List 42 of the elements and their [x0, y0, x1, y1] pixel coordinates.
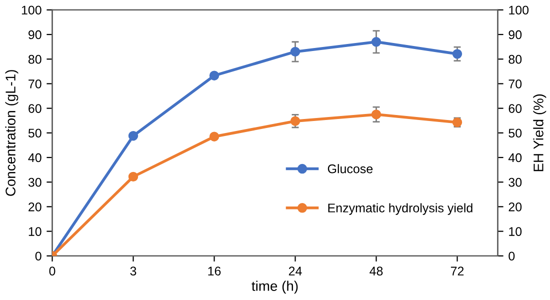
- x-tick-label: 0: [49, 266, 56, 276]
- y2-tick-label: 60: [508, 104, 522, 113]
- y-tick-label: 0: [35, 252, 42, 261]
- y-tick-label: 30: [28, 178, 42, 187]
- point: [371, 37, 382, 47]
- y2-tick-label: 70: [508, 80, 522, 88]
- point: [128, 130, 138, 141]
- y-tick-label: 90: [28, 30, 42, 40]
- y2-tick-label: 40: [508, 153, 522, 162]
- y2-tick-label: 20: [508, 202, 522, 212]
- y-tick-label: 10: [28, 227, 42, 236]
- point: [452, 49, 462, 59]
- x-tick-label: 16: [208, 266, 221, 276]
- point: [290, 46, 300, 57]
- point: [128, 172, 138, 182]
- point: [209, 132, 220, 142]
- y2-tick-label: 80: [508, 54, 522, 64]
- y-tick-label: 40: [28, 153, 42, 162]
- x-tick-label: 3: [130, 266, 136, 276]
- y2-tick-label: 90: [508, 30, 522, 40]
- x-tick-label: 48: [370, 266, 383, 276]
- legend-label: Glucose: [328, 164, 373, 174]
- y2-tick-label: 10: [509, 227, 522, 236]
- x-tick-label: 24: [288, 266, 302, 276]
- y-tick-label: 70: [28, 80, 42, 88]
- x-axis-title: time (h): [252, 280, 298, 294]
- legend-label: Enzymatic hydrolysis yield: [328, 203, 472, 215]
- y-tick-label: 100: [22, 6, 42, 15]
- y-tick-label: 60: [28, 104, 42, 113]
- y2-axis-title: EH Yield (%): [533, 94, 546, 172]
- y2-tick-label: 100: [509, 6, 529, 15]
- y-tick-label: 20: [28, 202, 42, 212]
- y2-tick-label: 30: [508, 178, 522, 187]
- point: [209, 70, 220, 80]
- y2-tick-label: 50: [508, 128, 522, 138]
- y-tick-label: 80: [28, 54, 42, 64]
- point: [290, 116, 300, 126]
- y2-tick-label: 0: [508, 252, 515, 261]
- point: [371, 110, 382, 120]
- y-axis-title: Concentration (gL-1): [5, 70, 18, 196]
- x-tick-label: 72: [450, 266, 464, 276]
- y-tick-label: 50: [28, 128, 42, 138]
